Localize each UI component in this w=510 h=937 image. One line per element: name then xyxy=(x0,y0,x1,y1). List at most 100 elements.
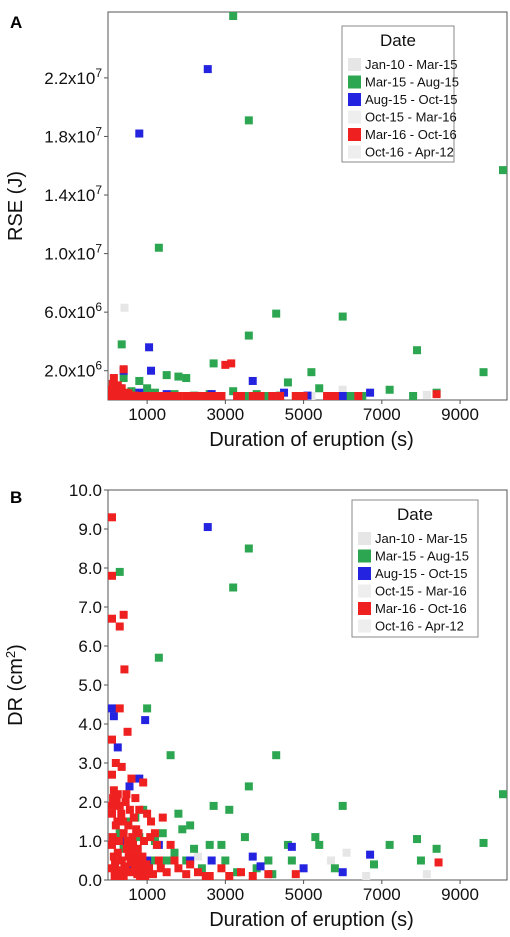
y-tick-label: 1.4x107 xyxy=(44,183,102,205)
data-point xyxy=(117,809,126,818)
data-point xyxy=(193,852,202,861)
data-point xyxy=(113,743,122,752)
data-point xyxy=(162,856,171,865)
data-point xyxy=(291,392,300,400)
y-tick-label: 1.0 xyxy=(78,832,102,851)
data-point xyxy=(162,868,171,877)
data-point xyxy=(156,864,165,873)
data-point xyxy=(209,359,218,368)
legend-swatch xyxy=(358,549,371,563)
data-point xyxy=(129,840,138,849)
data-point xyxy=(108,513,116,522)
x-tick-label: 3000 xyxy=(206,405,244,424)
legend-swatch xyxy=(358,602,371,615)
data-point xyxy=(499,790,507,799)
data-point xyxy=(114,837,123,845)
data-point xyxy=(264,870,273,879)
y-tick-label: 2.0 xyxy=(78,793,102,812)
data-point xyxy=(315,384,324,393)
data-point xyxy=(409,392,418,400)
data-point xyxy=(158,829,167,838)
data-point xyxy=(248,392,257,400)
data-point xyxy=(362,872,371,880)
data-point xyxy=(201,872,210,880)
data-point xyxy=(370,860,378,869)
data-point xyxy=(143,392,152,400)
data-point xyxy=(166,751,175,760)
legend: Date Jan-10 - Mar-15 Mar-15 - Aug-15 Aug-15… xyxy=(341,25,459,163)
data-point xyxy=(229,387,238,396)
data-point xyxy=(256,862,265,871)
legend-swatch xyxy=(348,93,361,106)
data-point xyxy=(114,387,123,396)
x-tick-label: 9000 xyxy=(441,885,479,904)
x-tick-label: 9000 xyxy=(441,405,479,424)
data-point xyxy=(237,392,245,400)
legend-swatch xyxy=(358,567,371,580)
data-point xyxy=(221,856,230,865)
data-point xyxy=(147,366,156,375)
data-point xyxy=(120,862,129,871)
data-point xyxy=(366,388,375,397)
legend-swatch xyxy=(358,619,371,633)
legend-swatch xyxy=(358,584,371,598)
data-point xyxy=(125,782,134,791)
data-point xyxy=(338,801,347,810)
legend-swatch xyxy=(358,532,371,545)
data-point xyxy=(108,840,116,849)
data-point xyxy=(125,805,134,814)
legend-title: Date xyxy=(397,505,433,524)
data-point xyxy=(108,614,116,623)
legend-swatch xyxy=(348,110,361,124)
data-point xyxy=(432,390,441,399)
data-point xyxy=(272,309,281,318)
data-point xyxy=(291,870,300,879)
data-point xyxy=(229,583,238,592)
data-point xyxy=(120,303,129,312)
data-point xyxy=(117,856,126,865)
data-point xyxy=(248,872,257,880)
panel-a: A 1000 3000 5000 7000 9000 2.0x106 6.0x106 1.0x1… xyxy=(5,11,508,451)
y-tick-label: 10.0 xyxy=(69,481,102,500)
data-point xyxy=(117,762,126,771)
data-point xyxy=(143,704,152,713)
legend-entry: Mar-16 - Oct-16 xyxy=(375,601,467,616)
data-point xyxy=(154,243,163,252)
data-point xyxy=(141,716,150,725)
data-point xyxy=(432,844,441,853)
data-point xyxy=(499,166,507,175)
y-tick-label: 1.8x107 xyxy=(44,124,102,146)
data-point xyxy=(182,374,191,383)
data-point xyxy=(217,392,226,400)
data-point xyxy=(110,872,119,880)
y-tick-label: 4.0 xyxy=(78,715,102,734)
data-point xyxy=(119,829,128,838)
data-point xyxy=(166,392,175,400)
legend-swatch xyxy=(348,75,361,89)
data-point xyxy=(138,392,147,400)
data-point xyxy=(108,735,116,744)
data-point xyxy=(330,864,339,873)
y-tick-label: 2.0x106 xyxy=(44,359,102,381)
data-point xyxy=(128,833,137,842)
data-point xyxy=(354,392,363,400)
data-point xyxy=(119,365,128,374)
data-point xyxy=(237,868,245,877)
data-point xyxy=(413,835,422,844)
data-point xyxy=(264,856,273,865)
data-point xyxy=(108,833,117,842)
legend-box xyxy=(351,499,479,638)
data-point xyxy=(108,704,116,713)
data-point xyxy=(174,864,183,873)
data-point xyxy=(311,833,320,842)
data-point xyxy=(135,129,144,138)
data-point xyxy=(287,842,296,851)
data-point xyxy=(124,852,133,861)
data-point xyxy=(299,864,308,873)
data-point xyxy=(108,809,116,818)
data-point xyxy=(276,392,285,400)
data-point xyxy=(126,858,135,867)
y-tick-label: 6.0x106 xyxy=(44,300,102,322)
data-point xyxy=(307,368,316,377)
data-point xyxy=(268,392,277,400)
